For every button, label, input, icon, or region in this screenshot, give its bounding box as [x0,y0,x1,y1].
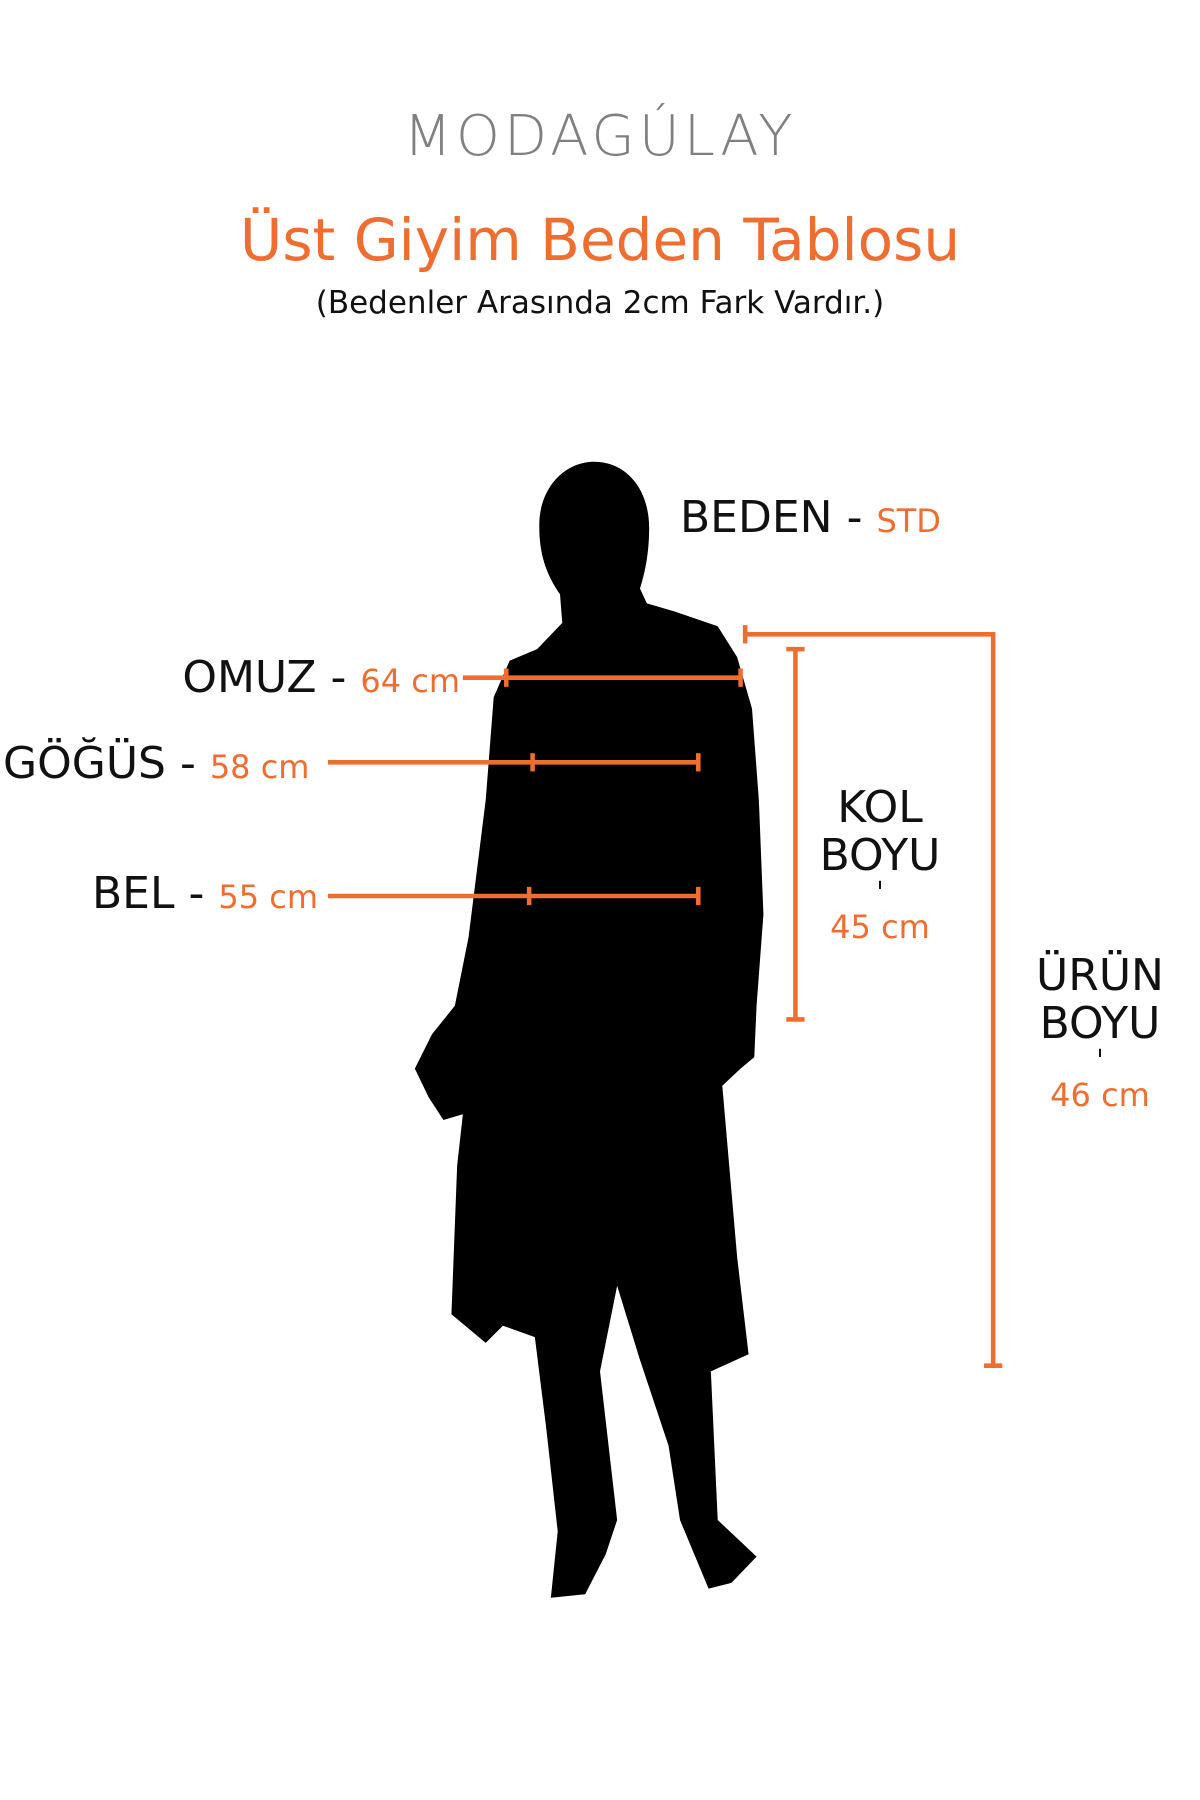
urun-boyu-value: 46 cm [1050,1075,1150,1114]
kol-boyu-value: 45 cm [830,907,930,946]
gogus-label: GÖĞÜS - 58 cm [3,742,309,786]
urun-boyu-line2: BOYU [1039,998,1161,1050]
page-subtitle: (Bedenler Arasında 2cm Fark Vardır.) [315,285,885,321]
kol-boyu-separator: ˈ [875,876,885,912]
omuz-label-text: OMUZ - [182,652,361,703]
kol-boyu-line1: KOL [837,782,923,833]
urun-boyu-label: ÜRÜN BOYU ˈ 46 cm [1020,950,1180,1114]
omuz-value: 64 cm [360,662,460,700]
kol-boyu-label: KOL BOYU ˈ 45 cm [800,782,960,946]
gogus-value: 58 cm [209,748,310,786]
bel-label: BEL - 55 cm [92,872,318,916]
size-label-text: BEDEN - [680,492,877,543]
omuz-label: OMUZ - 64 cm [182,656,460,700]
bel-value: 55 cm [218,878,319,916]
page-title: Üst Giyim Beden Tablosu [239,206,961,274]
gogus-label-text: GÖĞÜS - [3,738,210,789]
urun-line [745,632,996,1366]
kol-boyu-line2: BOYU [819,830,941,882]
urun-boyu-line1: ÜRÜN [1036,950,1164,1001]
size-value: STD [876,502,941,540]
size-label: BEDEN - STD [680,496,941,540]
body-silhouette [414,461,764,1598]
brand-logo: MODAGÚLAY [403,104,797,169]
urun-boyu-separator: ˈ [1095,1044,1105,1080]
bel-label-text: BEL - [92,868,219,919]
